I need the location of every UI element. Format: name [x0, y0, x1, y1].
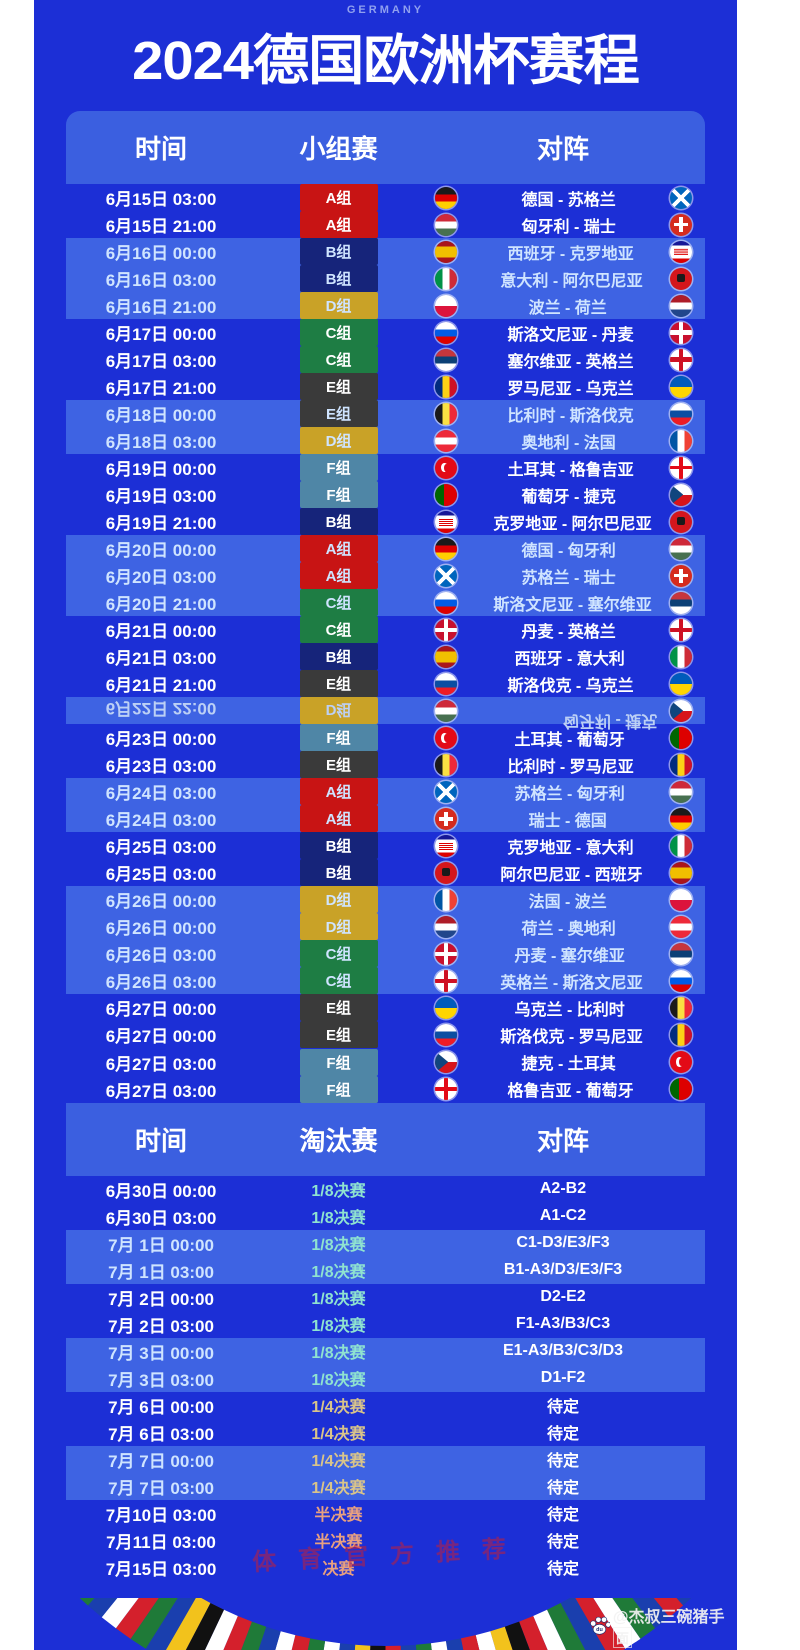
svg-text:du: du — [596, 1627, 603, 1633]
